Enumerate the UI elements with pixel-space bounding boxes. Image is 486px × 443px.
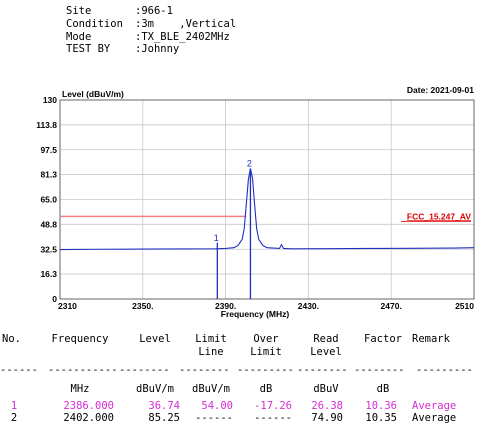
unit-label: dBuV/m xyxy=(136,383,174,395)
y-tick-label: 32.5 xyxy=(40,244,57,254)
y-tick-label: 0 xyxy=(52,294,57,304)
header-value: :3m ,Vertical xyxy=(135,17,237,30)
table-cell: ------ xyxy=(254,412,292,424)
unit-label: dBuV xyxy=(313,383,339,395)
x-tick-label: 2470. xyxy=(381,301,402,311)
x-tick-label: 2310 xyxy=(58,301,77,311)
table-divider: -------- xyxy=(179,364,230,376)
header-label: Mode xyxy=(66,30,92,43)
table-divider: -------- xyxy=(119,364,170,376)
date-label: Date: 2021-09-01 xyxy=(407,85,474,95)
markers-layer: 12 xyxy=(214,159,252,299)
table-cell: ------ xyxy=(195,412,233,424)
y-tick-label: 113.8 xyxy=(36,120,57,130)
table-cell: 2386.000 xyxy=(63,400,114,412)
table-header-row-2: Line Limit Level xyxy=(0,346,486,359)
table-divider-row: ------ ----------- -------- -------- -------… xyxy=(0,364,486,377)
table-cell: 26.38 xyxy=(311,400,343,412)
marker-label: 1 xyxy=(214,233,219,243)
y-tick-label: 48.8 xyxy=(40,219,57,229)
table-divider: ------ xyxy=(0,364,38,376)
column-header-sub: Level xyxy=(310,346,342,358)
y-axis-ticks: 0 16.3 32.5 48.8 65.0 81.3 97.5 113.8 130 xyxy=(36,95,57,304)
table-cell: 54.00 xyxy=(201,400,233,412)
table-cell: Average xyxy=(412,412,457,424)
header-label: Condition xyxy=(66,17,123,30)
test-info-header: Site :966-1 Condition :3m ,Vertical Mode :T… xyxy=(66,5,236,56)
column-header: Over xyxy=(253,333,279,345)
table-cell: Average xyxy=(412,400,457,412)
header-value: :966-1 xyxy=(135,5,173,17)
plot-frame xyxy=(59,99,475,300)
x-tick-label: 2430. xyxy=(298,301,319,311)
table-cell: 1 xyxy=(10,400,18,412)
table-cell: 10.36 xyxy=(365,400,397,412)
column-header: Factor xyxy=(364,333,402,345)
unit-label: dB xyxy=(376,383,390,395)
y-tick-label: 97.5 xyxy=(40,145,57,155)
table-row: 2 2402.000 85.25 ------ ------ 74.90 10.35 Aver… xyxy=(0,412,486,425)
x-tick-label: 2510 xyxy=(455,301,474,311)
table-divider: ----------- xyxy=(48,364,118,376)
column-header: No. xyxy=(2,333,21,345)
table-cell: 74.90 xyxy=(311,412,343,424)
header-value: :TX_BLE_2402MHz xyxy=(135,30,230,43)
column-header: Limit xyxy=(195,333,227,345)
column-header: Frequency xyxy=(51,333,109,345)
y-axis-label: Level (dBuV/m) xyxy=(62,89,124,99)
marker-label: 2 xyxy=(247,159,252,169)
table-cell: -17.26 xyxy=(254,400,292,412)
unit-label: dBuV/m xyxy=(192,383,230,395)
table-cell: 2402.000 xyxy=(63,412,114,424)
column-header: Read xyxy=(313,333,339,345)
x-tick-label: 2350. xyxy=(132,301,153,311)
header-row-condition: Condition :3m ,Vertical xyxy=(66,18,236,31)
unit-label: MHz xyxy=(70,383,90,395)
table-divider: --------- xyxy=(416,364,473,376)
column-header-sub: Line xyxy=(198,346,224,358)
series-layer xyxy=(59,168,475,251)
y-tick-label: 81.3 xyxy=(40,170,57,180)
y-tick-label: 65.0 xyxy=(40,195,57,205)
x-axis-ticks: 2310 2350. 2390. 2430. 2470. 2510 xyxy=(58,301,474,311)
chart-grid xyxy=(60,100,474,299)
table-cell: 2 xyxy=(10,412,18,424)
header-row-site: Site :966-1 xyxy=(66,5,236,18)
y-tick-label: 16.3 xyxy=(40,269,57,279)
limit-line-label: FCC_15.247_AV xyxy=(407,211,471,221)
column-header-sub: Limit xyxy=(250,346,282,358)
header-row-mode: Mode :TX_BLE_2402MHz xyxy=(66,31,236,44)
y-tick-label: 130 xyxy=(43,95,57,105)
header-value: :Johnny xyxy=(135,43,180,56)
series-line xyxy=(59,168,475,251)
unit-label: dB xyxy=(259,383,273,395)
header-label: Site xyxy=(66,5,92,17)
table-units-row: MHz dBuV/m dBuV/m dB dBuV dB xyxy=(0,383,486,396)
table-divider: -------- xyxy=(297,364,348,376)
table-cell: 10.35 xyxy=(365,412,397,424)
x-axis-label: Frequency (MHz) xyxy=(221,309,290,319)
column-header: Remark xyxy=(412,333,450,345)
table-cell: 36.74 xyxy=(148,400,180,412)
header-label: TEST BY xyxy=(66,43,111,56)
table-header-row: No. Frequency Level Limit Over Read Factor Rema… xyxy=(0,333,486,346)
header-row-tester: TEST BY :Johnny xyxy=(66,43,236,56)
x-tick-label: 2390. xyxy=(215,301,236,311)
table-divider: --------- xyxy=(237,364,294,376)
table-row: 1 2386.000 36.74 54.00 -17.26 26.38 10.36 Avera… xyxy=(0,400,486,413)
table-cell: 85.25 xyxy=(148,412,180,424)
table-divider: -------- xyxy=(354,364,405,376)
column-header: Level xyxy=(139,333,171,345)
